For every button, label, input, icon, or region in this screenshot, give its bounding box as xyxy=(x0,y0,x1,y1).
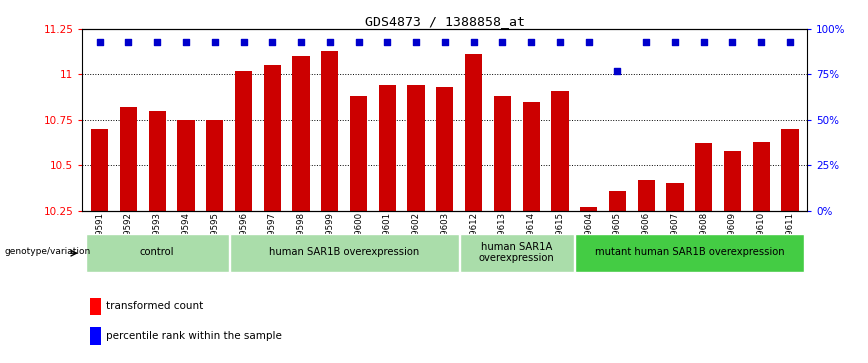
Text: percentile rank within the sample: percentile rank within the sample xyxy=(106,331,282,341)
Bar xyxy=(264,65,281,211)
Bar xyxy=(407,85,424,211)
Bar xyxy=(350,96,367,211)
Bar xyxy=(638,180,654,211)
Bar xyxy=(177,120,194,211)
Point xyxy=(639,39,653,45)
Point xyxy=(610,68,624,74)
Bar xyxy=(230,234,458,272)
Point xyxy=(524,39,538,45)
Text: human SAR1A
overexpression: human SAR1A overexpression xyxy=(479,241,555,263)
Text: genotype/variation: genotype/variation xyxy=(4,246,90,256)
Bar xyxy=(89,298,101,315)
Bar xyxy=(460,234,574,272)
Point xyxy=(437,39,451,45)
Point xyxy=(783,39,797,45)
Bar xyxy=(608,191,626,211)
Bar xyxy=(293,56,310,211)
Point xyxy=(380,39,394,45)
Point xyxy=(726,39,740,45)
Title: GDS4873 / 1388858_at: GDS4873 / 1388858_at xyxy=(365,15,525,28)
Point xyxy=(352,39,365,45)
Bar xyxy=(206,120,223,211)
Point xyxy=(553,39,567,45)
Point xyxy=(294,39,308,45)
Bar xyxy=(724,151,741,211)
Point xyxy=(409,39,423,45)
Point xyxy=(697,39,711,45)
Point xyxy=(122,39,135,45)
Text: human SAR1B overexpression: human SAR1B overexpression xyxy=(269,247,419,257)
Bar xyxy=(575,234,804,272)
Point xyxy=(93,39,107,45)
Point xyxy=(323,39,337,45)
Bar xyxy=(494,96,511,211)
Point xyxy=(754,39,768,45)
Text: control: control xyxy=(140,247,174,257)
Point xyxy=(237,39,251,45)
Point xyxy=(668,39,682,45)
Bar xyxy=(378,85,396,211)
Text: transformed count: transformed count xyxy=(106,301,203,311)
Bar xyxy=(465,54,483,211)
Bar xyxy=(753,142,770,211)
Point xyxy=(582,39,595,45)
Bar xyxy=(91,129,108,211)
Bar xyxy=(86,234,228,272)
Point xyxy=(467,39,481,45)
Bar xyxy=(148,111,166,211)
Bar xyxy=(551,91,569,211)
Bar xyxy=(437,87,453,211)
Bar xyxy=(120,107,137,211)
Bar xyxy=(781,129,799,211)
Bar xyxy=(667,183,684,211)
Point xyxy=(207,39,221,45)
Bar xyxy=(235,71,252,211)
Text: mutant human SAR1B overexpression: mutant human SAR1B overexpression xyxy=(595,247,784,257)
Bar xyxy=(695,143,713,211)
Bar xyxy=(580,207,597,211)
Point xyxy=(266,39,279,45)
Point xyxy=(496,39,510,45)
Point xyxy=(150,39,164,45)
Bar xyxy=(523,102,540,211)
Point xyxy=(179,39,193,45)
Bar xyxy=(89,327,101,345)
Bar xyxy=(321,51,339,211)
